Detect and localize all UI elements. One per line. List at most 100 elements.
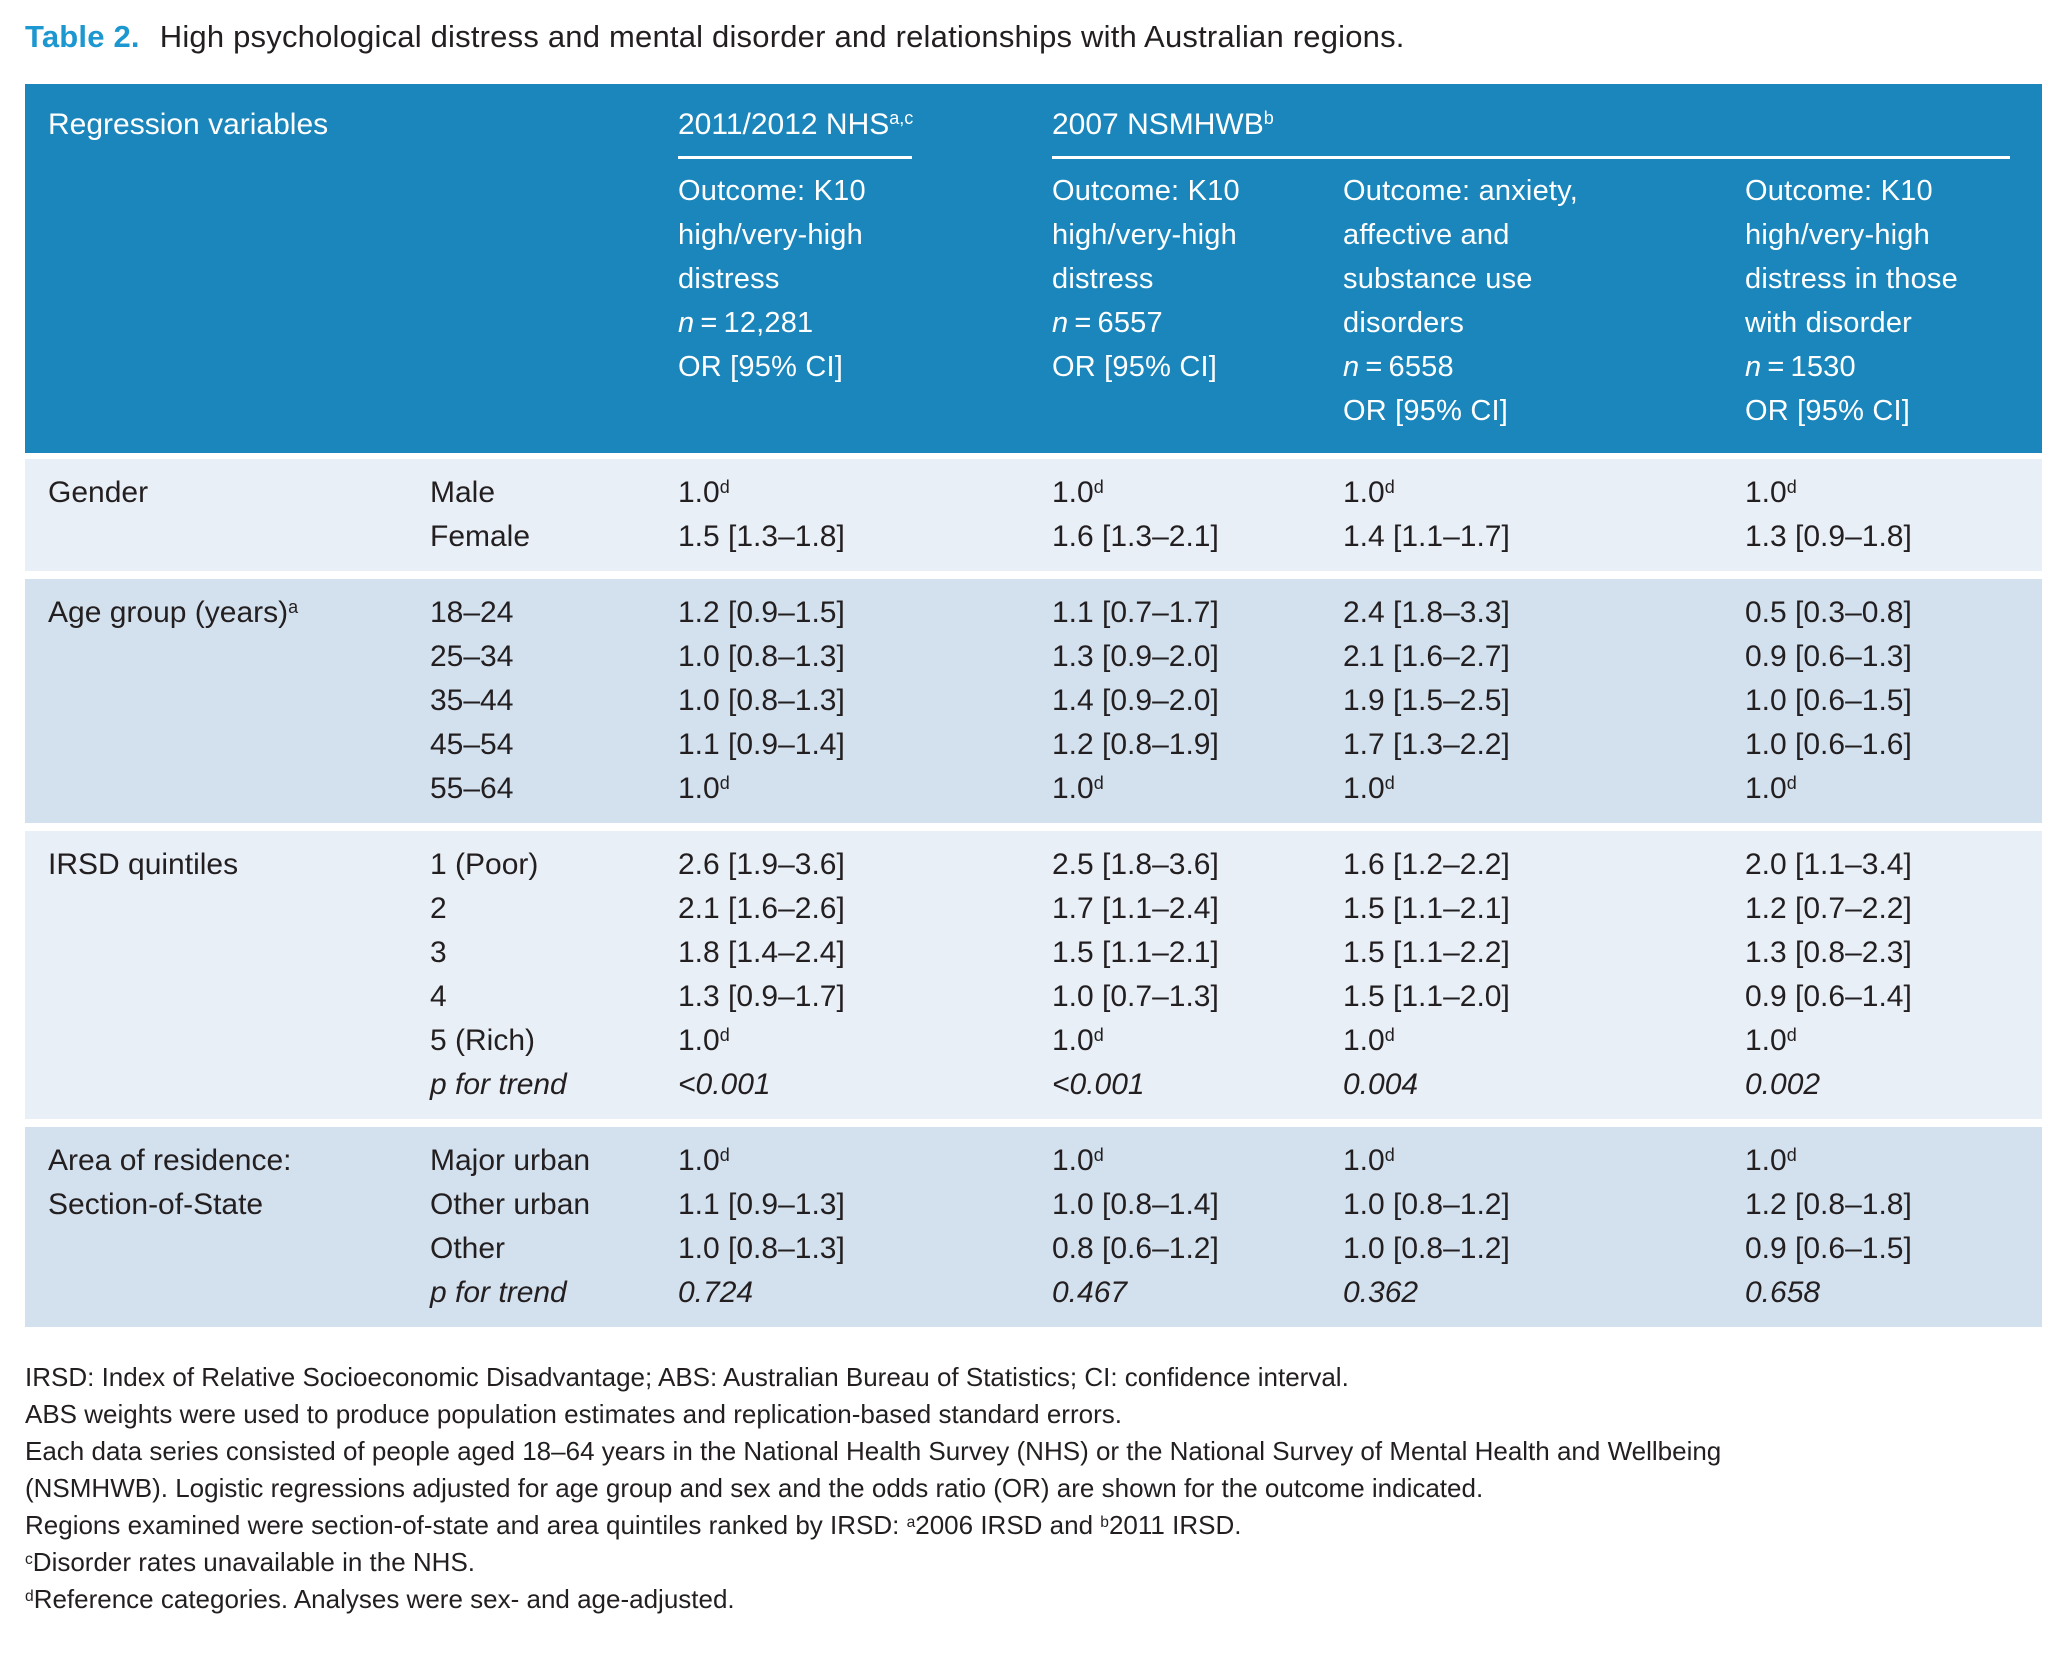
- row-value-2: 1.5 [1.1–2.1]: [1052, 936, 1219, 969]
- row-value-2: 1.0d: [1052, 1024, 1104, 1057]
- row-value-1: 1.3 [0.9–1.7]: [678, 980, 845, 1013]
- row-value-3: 1.0d: [1343, 476, 1395, 509]
- row-spacer: [25, 931, 430, 975]
- outcome-header-1: Outcome: K10 high/very-high distress n = 12…: [678, 175, 866, 383]
- section-age: Age group (years)a 18–24 1.2 [0.9–1.5] 1.1 …: [25, 579, 2042, 823]
- row-value-3: 1.0d: [1343, 772, 1395, 805]
- row-value-3: 0.004: [1343, 1068, 1419, 1101]
- table-row: 2 2.1 [1.6–2.6] 1.7 [1.1–2.4] 1.5 [1.1–2.1]…: [25, 887, 2042, 931]
- row-category: p for trend: [430, 1068, 567, 1101]
- row-value-4: 0.9 [0.6–1.5]: [1745, 1232, 1912, 1265]
- row-value-4: 1.3 [0.9–1.8]: [1745, 520, 1912, 553]
- row-value-2: 1.0d: [1052, 772, 1104, 805]
- row-value-3: 1.6 [1.2–2.2]: [1343, 848, 1510, 881]
- row-value-3: 1.7 [1.3–2.2]: [1343, 728, 1510, 761]
- table-row: p for trend 0.724 0.467 0.362 0.658: [25, 1271, 2042, 1315]
- row-category: 25–34: [430, 640, 514, 673]
- table-row: Other urban 1.1 [0.9–1.3] 1.0 [0.8–1.4] 1.0…: [25, 1183, 2042, 1227]
- row-value-1: 1.5 [1.3–1.8]: [678, 520, 845, 553]
- row-category: Other: [430, 1232, 506, 1265]
- row-value-4: 1.2 [0.8–1.8]: [1745, 1188, 1912, 1221]
- row-value-1: 2.6 [1.9–3.6]: [678, 848, 845, 881]
- row-category: 35–44: [430, 684, 514, 717]
- row-value-2: 1.0d: [1052, 476, 1104, 509]
- row-value-1: 1.0d: [678, 1144, 730, 1177]
- row-value-4: 0.9 [0.6–1.3]: [1745, 640, 1912, 673]
- row-value-4: 1.0d: [1745, 1144, 1797, 1177]
- table-row: 1 (Poor) 2.6 [1.9–3.6] 2.5 [1.8–3.6] 1.6 [1…: [25, 843, 2042, 887]
- row-category: 18–24: [430, 596, 514, 629]
- table-title: Table 2. High psychological distress and …: [25, 14, 2042, 60]
- row-value-4: 1.0d: [1745, 1024, 1797, 1057]
- row-value-3: 1.0d: [1343, 1024, 1395, 1057]
- table-body: Gender Male 1.0d 1.0d 1.0d 1.0d Female 1.5 [1.3…: [25, 459, 2042, 1327]
- row-value-2: 0.8 [0.6–1.2]: [1052, 1232, 1219, 1265]
- row-value-4: 1.0 [0.6–1.5]: [1745, 684, 1912, 717]
- nhs-spanner-label: 2011/2012 NHSa,c: [678, 108, 914, 141]
- column-header-regression-variables: Regression variables: [25, 84, 678, 159]
- row-spacer: [25, 975, 430, 1019]
- row-value-4: 1.0d: [1745, 772, 1797, 805]
- table-row: p for trend <0.001 <0.001 0.004 0.002: [25, 1063, 2042, 1107]
- row-category: 3: [430, 936, 447, 969]
- section-label: Age group (years)a: [48, 596, 299, 629]
- row-spacer: [25, 1063, 430, 1107]
- footnote-line: IRSD: Index of Relative Socioeconomic Di…: [25, 1362, 1349, 1392]
- footnote-line: ABS weights were used to produce populat…: [25, 1399, 1122, 1429]
- table-caption: High psychological distress and mental d…: [159, 19, 1405, 54]
- row-value-1: 1.1 [0.9–1.4]: [678, 728, 845, 761]
- row-value-2: 0.467: [1052, 1276, 1128, 1309]
- row-value-1: 1.1 [0.9–1.3]: [678, 1188, 845, 1221]
- table-row: 55–64 1.0d 1.0d 1.0d 1.0d: [25, 767, 2042, 811]
- table-number-label: Table 2.: [25, 19, 140, 54]
- row-value-3: 0.362: [1343, 1276, 1419, 1309]
- section-label: Gender: [48, 476, 149, 509]
- row-category: 45–54: [430, 728, 514, 761]
- table-row: Male 1.0d 1.0d 1.0d 1.0d: [25, 471, 2042, 515]
- table-row: 25–34 1.0 [0.8–1.3] 1.3 [0.9–2.0] 2.1 [1.6–…: [25, 635, 2042, 679]
- footnote-line: Each data series consisted of people age…: [25, 1436, 1722, 1466]
- footnote-line: (NSMHWB). Logistic regressions adjusted …: [25, 1473, 1484, 1503]
- row-spacer: [25, 515, 430, 559]
- row-value-4: 0.9 [0.6–1.4]: [1745, 980, 1912, 1013]
- row-value-1: 1.8 [1.4–2.4]: [678, 936, 845, 969]
- table-row: Other 1.0 [0.8–1.3] 0.8 [0.6–1.2] 1.0 [0.8–…: [25, 1227, 2042, 1271]
- row-value-2: <0.001: [1052, 1068, 1145, 1101]
- row-category: Male: [430, 476, 496, 509]
- row-value-1: 1.2 [0.9–1.5]: [678, 596, 845, 629]
- row-value-1: 1.0 [0.8–1.3]: [678, 684, 845, 717]
- row-spacer: [25, 887, 430, 931]
- row-spacer: [25, 635, 430, 679]
- row-value-1: 1.0d: [678, 1024, 730, 1057]
- row-spacer: [25, 1019, 430, 1063]
- row-spacer: [25, 1271, 430, 1315]
- row-value-2: 1.0d: [1052, 1144, 1104, 1177]
- footnotes: IRSD: Index of Relative Socioeconomic Di…: [25, 1359, 2042, 1618]
- row-value-4: 0.5 [0.3–0.8]: [1745, 596, 1912, 629]
- table-row: 35–44 1.0 [0.8–1.3] 1.4 [0.9–2.0] 1.9 [1.5–…: [25, 679, 2042, 723]
- footnote-line: Regions examined were section-of-state a…: [25, 1510, 1242, 1540]
- row-value-1: 1.0d: [678, 476, 730, 509]
- row-value-3: 1.0 [0.8–1.2]: [1343, 1232, 1510, 1265]
- row-value-3: 1.9 [1.5–2.5]: [1343, 684, 1510, 717]
- table-header: Regression variables 2011/2012 NHSa,c 20…: [25, 84, 2042, 453]
- row-value-2: 1.4 [0.9–2.0]: [1052, 684, 1219, 717]
- row-value-2: 1.1 [0.7–1.7]: [1052, 596, 1219, 629]
- row-value-4: 0.002: [1745, 1068, 1821, 1101]
- table-row: 3 1.8 [1.4–2.4] 1.5 [1.1–2.1] 1.5 [1.1–2.2]…: [25, 931, 2042, 975]
- section-gender: Gender Male 1.0d 1.0d 1.0d 1.0d Female 1.5 [1.3…: [25, 459, 2042, 571]
- row-value-3: 1.5 [1.1–2.0]: [1343, 980, 1510, 1013]
- row-value-2: 1.3 [0.9–2.0]: [1052, 640, 1219, 673]
- row-category: Other urban: [430, 1188, 591, 1221]
- column-group-nhs: 2011/2012 NHSa,c: [678, 84, 1052, 159]
- row-value-1: 1.0d: [678, 772, 730, 805]
- row-value-2: 2.5 [1.8–3.6]: [1052, 848, 1219, 881]
- row-value-3: 1.0 [0.8–1.2]: [1343, 1188, 1510, 1221]
- row-spacer: [25, 723, 430, 767]
- row-category: 2: [430, 892, 447, 925]
- row-spacer: [25, 679, 430, 723]
- table-row: 4 1.3 [0.9–1.7] 1.0 [0.7–1.3] 1.5 [1.1–2.0]…: [25, 975, 2042, 1019]
- row-value-2: 1.7 [1.1–2.4]: [1052, 892, 1219, 925]
- row-category: 55–64: [430, 772, 514, 805]
- row-value-1: 1.0 [0.8–1.3]: [678, 640, 845, 673]
